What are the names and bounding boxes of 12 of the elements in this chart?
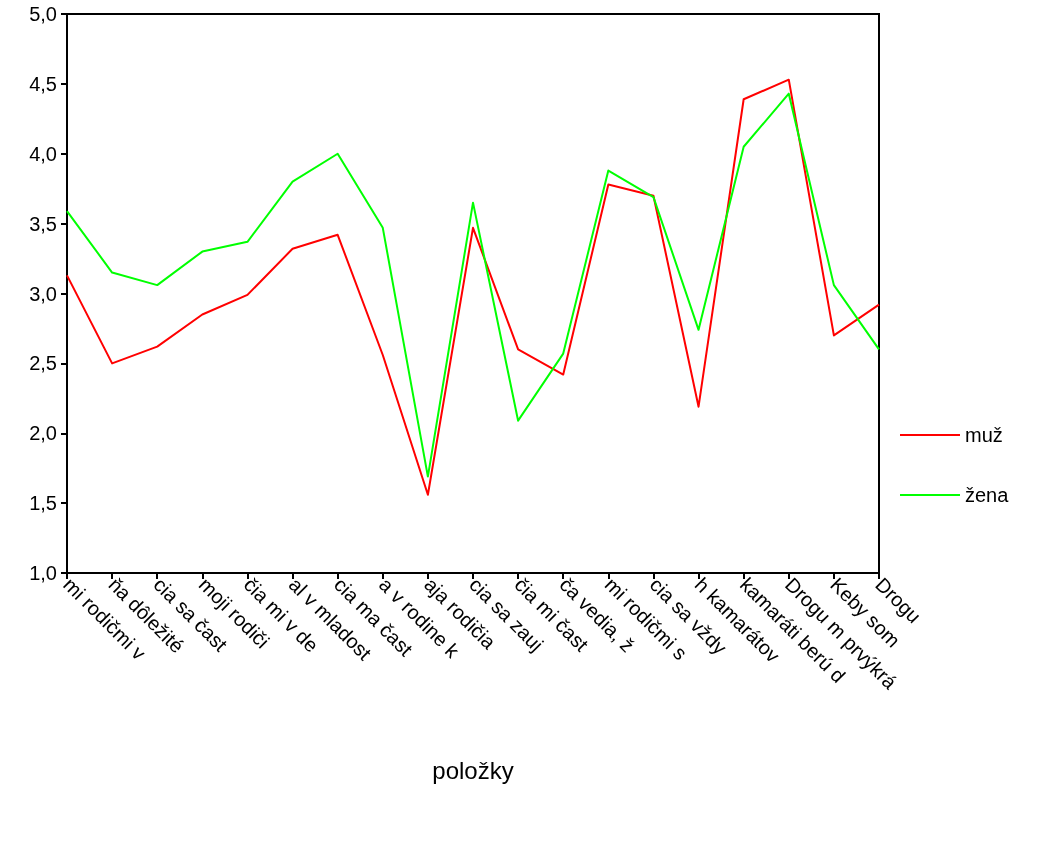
legend-label: muž: [965, 424, 1003, 446]
y-tick-label: 2,5: [29, 352, 57, 375]
y-tick-label: 1,0: [29, 562, 57, 584]
y-tick-label: 4,5: [29, 72, 57, 95]
y-tick-label: 5,0: [29, 3, 57, 25]
y-tick-label: 2,0: [29, 422, 57, 445]
y-tick-label: 1,5: [29, 492, 57, 515]
y-tick-label: 4,0: [29, 142, 57, 165]
x-axis-title: položky: [432, 756, 514, 784]
legend-label: žena: [965, 484, 1010, 506]
y-tick-label: 3,5: [29, 212, 57, 235]
y-tick-label: 3,0: [29, 282, 57, 305]
